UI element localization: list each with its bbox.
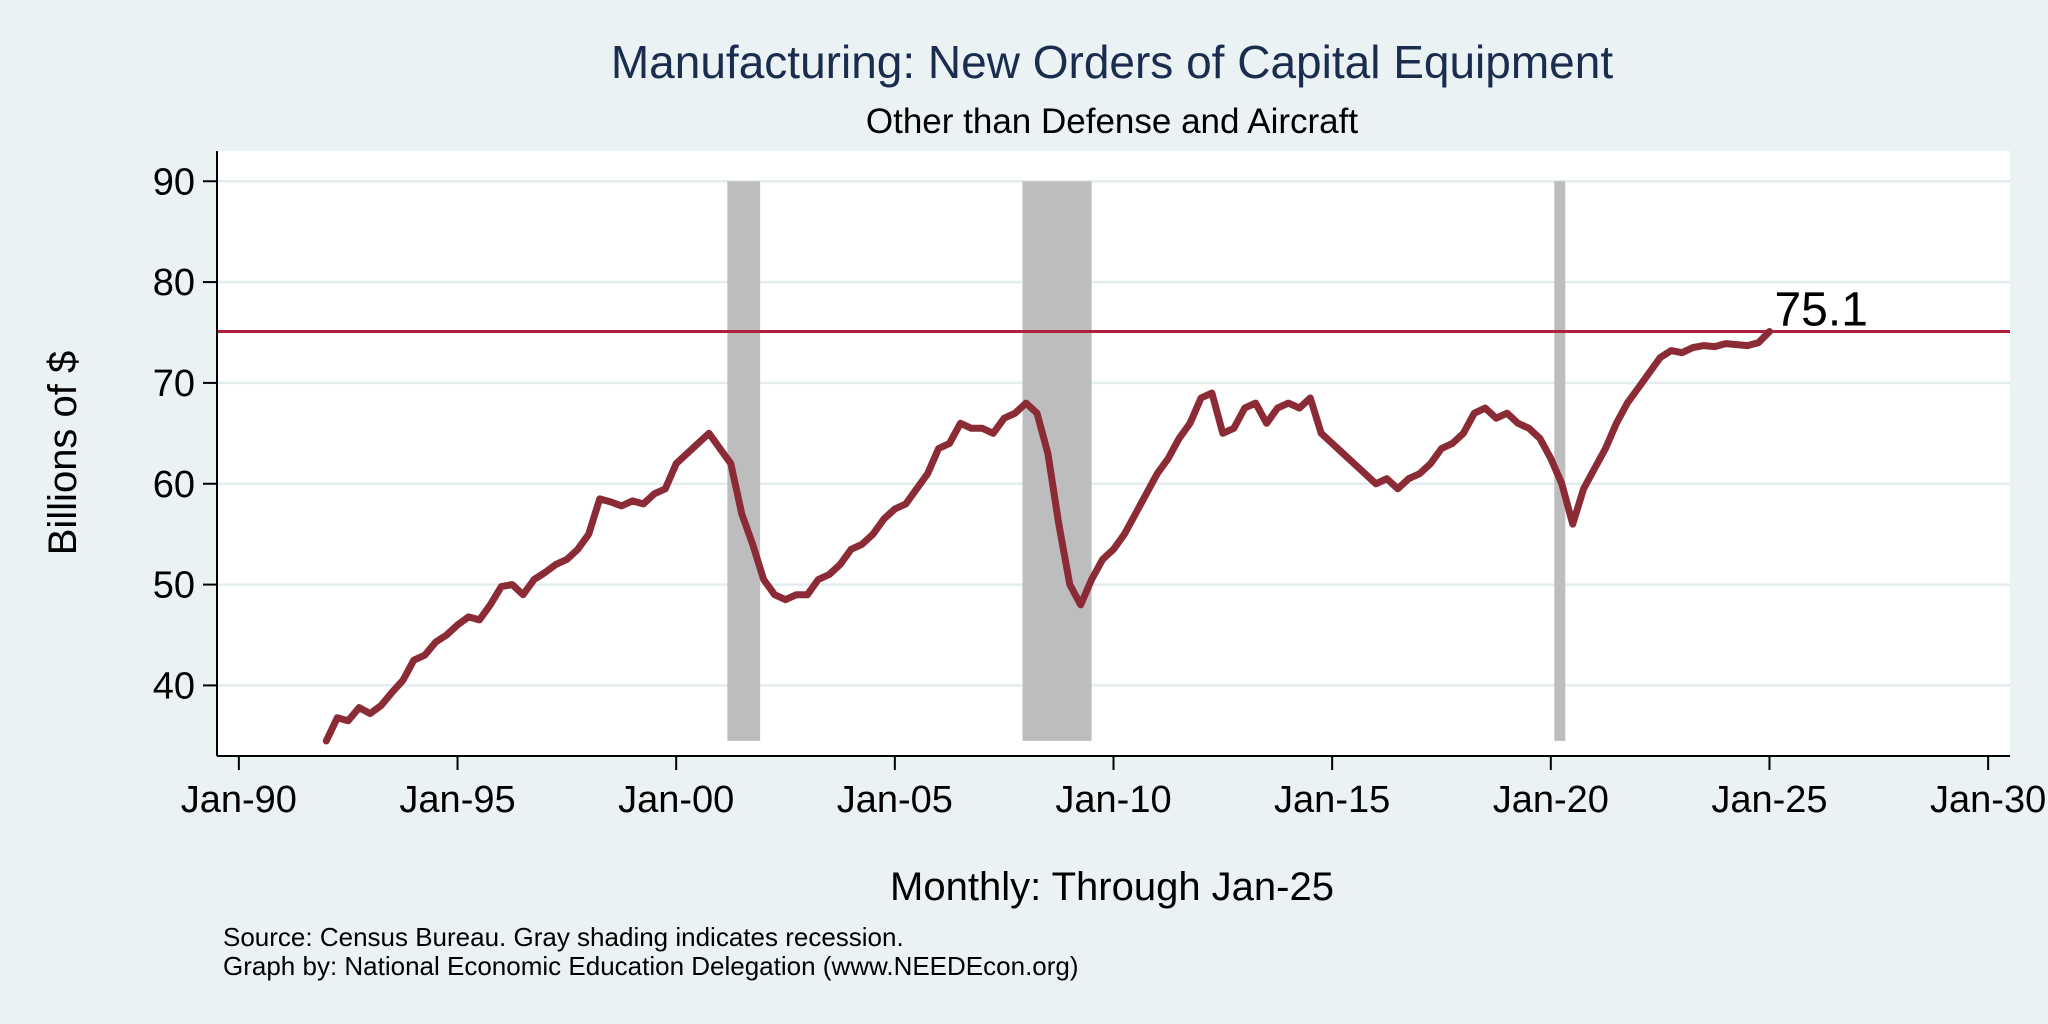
x-tick-label-2025: Jan-25 bbox=[1711, 779, 1827, 821]
y-tick-label-70: 70 bbox=[153, 363, 195, 405]
y-ticks: 40 50 60 70 80 90 bbox=[153, 161, 217, 707]
y-tick-label-50: 50 bbox=[153, 565, 195, 607]
x-axis-label: Monthly: Through Jan-25 bbox=[890, 865, 1334, 909]
x-tick-label-2000: Jan-00 bbox=[618, 779, 734, 821]
x-tick-label-2015: Jan-15 bbox=[1274, 779, 1390, 821]
credit-note: Graph by: National Economic Education De… bbox=[223, 951, 1079, 981]
y-axis-label: Billions of $ bbox=[41, 351, 85, 556]
y-tick-label-90: 90 bbox=[153, 161, 195, 203]
series-line-1 bbox=[322, 328, 1773, 745]
recession-band-3 bbox=[1554, 181, 1566, 741]
recession-shading bbox=[727, 181, 1566, 741]
chart-title: Manufacturing: New Orders of Capital Equ… bbox=[611, 36, 1613, 88]
plot-area bbox=[217, 151, 2010, 756]
y-tick-label-80: 80 bbox=[153, 262, 195, 304]
source-note: Source: Census Bureau. Gray shading indi… bbox=[223, 922, 904, 952]
recession-band-2 bbox=[1022, 181, 1092, 741]
x-tick-label-2020: Jan-20 bbox=[1493, 779, 1609, 821]
x-tick-label-2010: Jan-10 bbox=[1055, 779, 1171, 821]
x-tick-label-2005: Jan-05 bbox=[837, 779, 953, 821]
x-tick-label-1990: Jan-90 bbox=[181, 779, 297, 821]
reference-line-group: 75.1 bbox=[217, 283, 2010, 336]
x-ticks: Jan-90 Jan-95 Jan-00 Jan-05 Jan-10 Jan-15 Jan-… bbox=[181, 756, 2046, 821]
chart-subtitle: Other than Defense and Aircraft bbox=[866, 102, 1358, 141]
y-tick-label-40: 40 bbox=[153, 665, 195, 707]
x-tick-label-2030: Jan-30 bbox=[1930, 779, 2046, 821]
y-tick-label-60: 60 bbox=[153, 464, 195, 506]
series-group bbox=[322, 328, 1773, 745]
reference-line-label: 75.1 bbox=[1774, 283, 1867, 336]
x-tick-label-1995: Jan-95 bbox=[399, 779, 515, 821]
